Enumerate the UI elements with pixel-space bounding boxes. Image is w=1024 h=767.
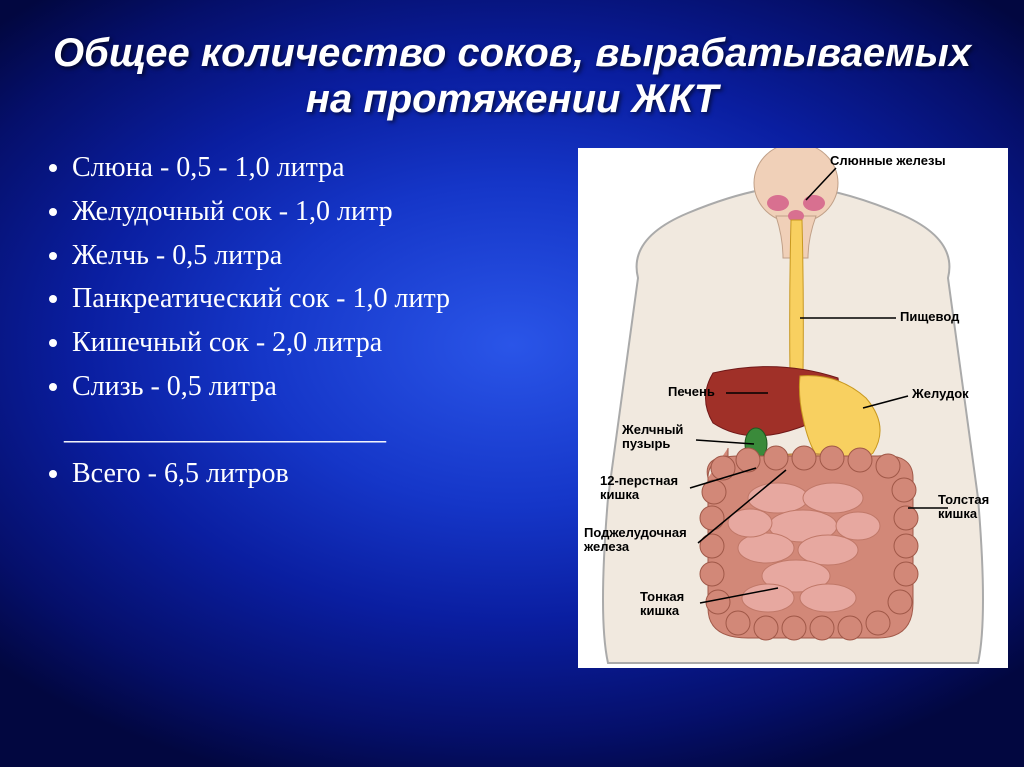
label-duodenum: 12-перстнаякишка [600, 474, 678, 503]
label-esophagus: Пищевод [900, 310, 959, 324]
label-small-intestine: Тонкаякишка [640, 590, 684, 619]
label-liver: Печень [668, 385, 715, 399]
bullet-divider: _______________________ [64, 411, 560, 451]
bullet-item: Желчь - 0,5 литра [72, 236, 560, 276]
label-stomach: Желудок [912, 387, 969, 401]
bullet-item: Кишечный сок - 2,0 литра [72, 323, 560, 363]
bullet-item: Слюна - 0,5 - 1,0 литра [72, 148, 560, 188]
salivary-gland-shape [767, 195, 789, 211]
label-gallbladder: Желчныйпузырь [622, 423, 683, 452]
salivary-gland-shape [803, 195, 825, 211]
bullet-item: Всего - 6,5 литров [72, 454, 560, 494]
label-large-intestine: Толстаякишка [938, 493, 989, 522]
label-pancreas: Поджелудочнаяжелеза [584, 526, 687, 555]
content-row: Слюна - 0,5 - 1,0 литра Желудочный сок -… [40, 148, 984, 668]
anatomy-diagram: Слюнные железы Пищевод Печень Желудок Же… [578, 148, 1008, 668]
slide: Общее количество соков, вырабатываемых н… [0, 0, 1024, 767]
esophagus-shape [790, 220, 804, 376]
bullet-item: Желудочный сок - 1,0 литр [72, 192, 560, 232]
bullet-item: Панкреатический сок - 1,0 литр [72, 279, 560, 319]
slide-title: Общее количество соков, вырабатываемых н… [40, 30, 984, 122]
bullet-list: Слюна - 0,5 - 1,0 литра Желудочный сок -… [40, 148, 560, 498]
label-salivary: Слюнные железы [830, 154, 946, 168]
bullet-item: Слизь - 0,5 литра [72, 367, 560, 407]
